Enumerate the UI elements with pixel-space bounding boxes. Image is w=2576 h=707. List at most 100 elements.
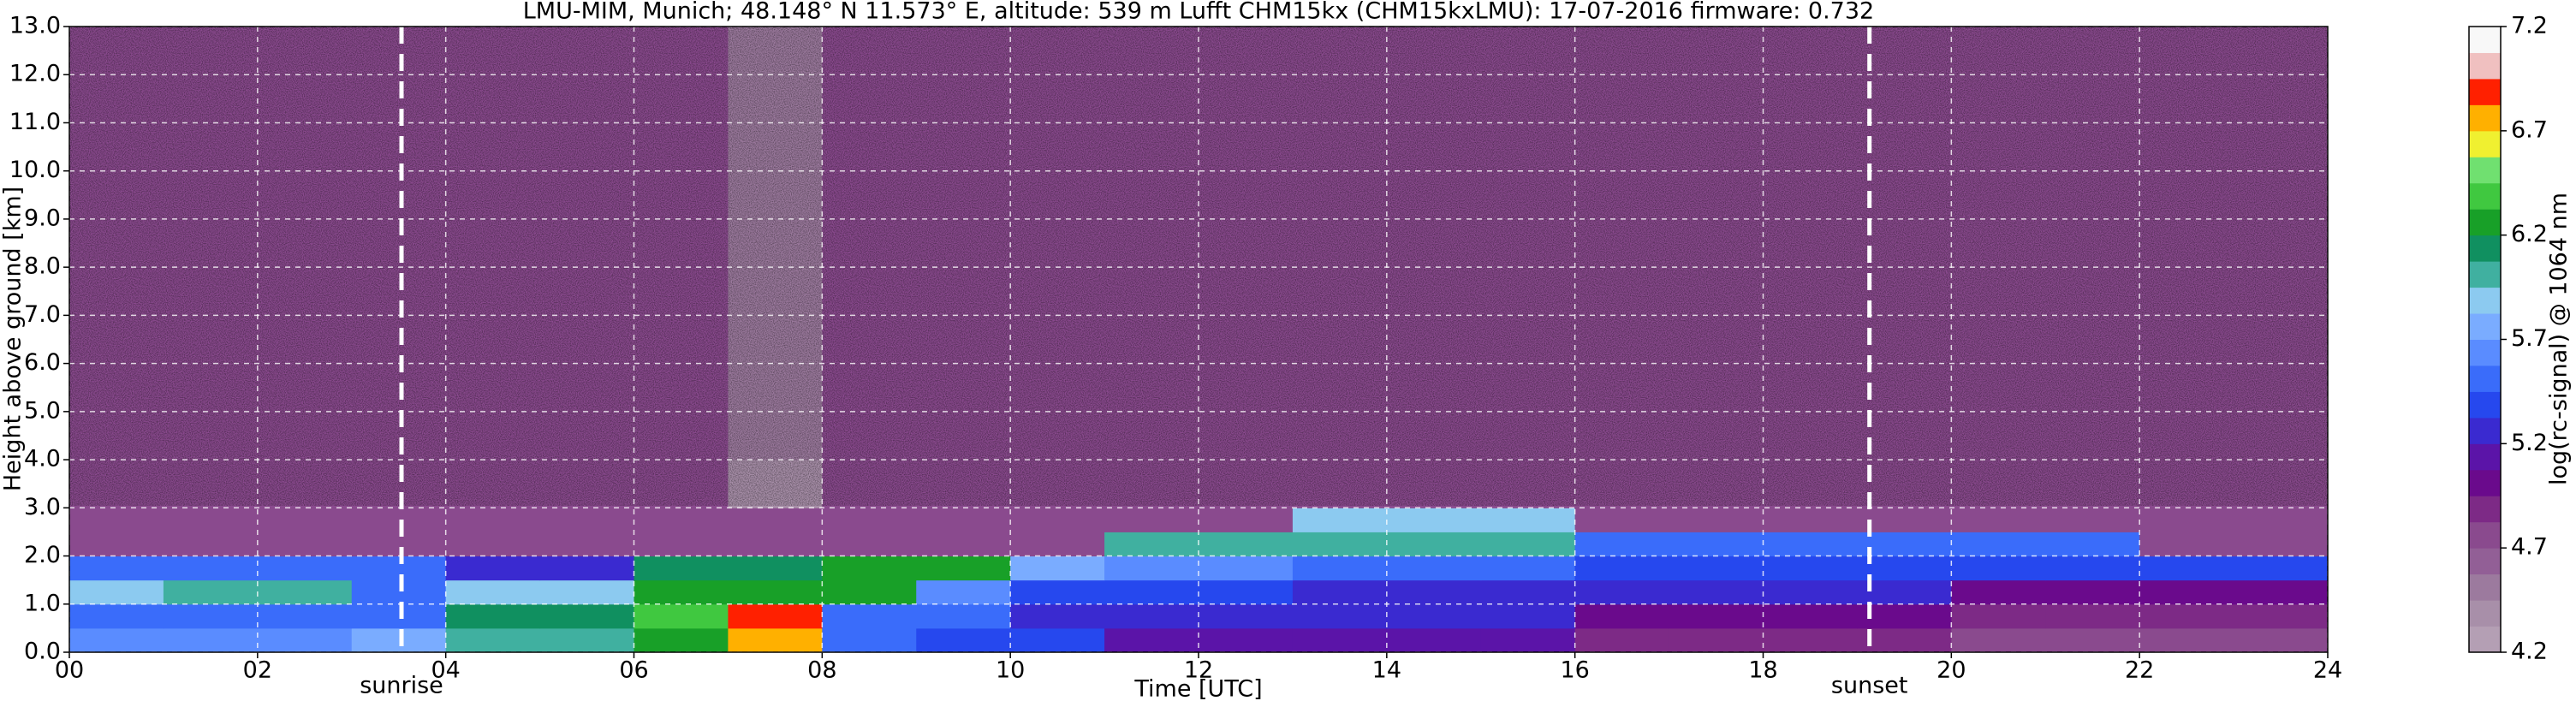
- heatmap-cell: [1763, 556, 1858, 581]
- colorbar-swatch: [2469, 182, 2501, 210]
- y-tick-label: 12.0: [9, 61, 61, 87]
- heatmap-cell: [1669, 603, 1764, 629]
- heatmap-cell: [916, 603, 1011, 629]
- heatmap-cell: [2045, 603, 2140, 629]
- heatmap-cell: [2139, 603, 2234, 629]
- heatmap-cell: [351, 532, 447, 557]
- colorbar-tick-label: 5.2: [2511, 430, 2548, 456]
- heatmap-cell: [1010, 603, 1105, 629]
- heatmap-cell: [69, 603, 164, 629]
- x-tick-label: 02: [243, 657, 272, 684]
- heatmap-cell: [1292, 508, 1388, 532]
- plot-frame: [68, 26, 2329, 653]
- heatmap-cell: [1386, 556, 1482, 581]
- colorbar-swatch: [2469, 548, 2501, 575]
- colorbar-tick-label: 6.7: [2511, 116, 2548, 143]
- y-tick-label: 6.0: [24, 349, 61, 376]
- x-axis-label: Time [UTC]: [1133, 676, 1262, 703]
- heatmap-cell: [822, 508, 917, 532]
- heatmap-cell: [539, 579, 634, 605]
- y-axis-label: Height above ground [km]: [0, 187, 27, 491]
- heatmap-cell: [1480, 508, 1576, 532]
- colorbar-swatch: [2469, 209, 2501, 236]
- heatmap-cell: [351, 627, 447, 652]
- heatmap-cell: [257, 532, 353, 557]
- heatmap-cell: [1010, 508, 1105, 532]
- heatmap-cell: [445, 532, 541, 557]
- heatmap-cell: [1292, 556, 1388, 581]
- heatmap-cell: [1104, 508, 1199, 532]
- heatmap-cell: [445, 508, 541, 532]
- heatmap-cell: [351, 579, 447, 605]
- heatmap-cell: [1199, 556, 1294, 581]
- y-tick-label: 11.0: [9, 109, 61, 135]
- heatmap-cell: [1857, 508, 1952, 532]
- colorbar-tick-label: 7.2: [2511, 13, 2548, 39]
- heatmap-cell: [2139, 508, 2234, 532]
- heatmap-cell: [445, 556, 541, 581]
- heatmap-cell: [1104, 603, 1199, 629]
- colorbar-swatch: [2469, 469, 2501, 496]
- heatmap-cell: [728, 627, 823, 652]
- heatmap-cell: [822, 532, 917, 557]
- heatmap-cell: [1669, 579, 1764, 605]
- heatmap-cell: [2045, 627, 2140, 652]
- heatmap-cell: [1669, 627, 1764, 652]
- heatmap-cell: [1857, 579, 1952, 605]
- heatmap-cell: [1292, 532, 1388, 557]
- colorbar-swatch: [2469, 261, 2501, 288]
- heatmap-cell: [1199, 579, 1294, 605]
- heatmap-cell: [1574, 508, 1670, 532]
- x-tick-label: 16: [1560, 657, 1589, 684]
- heatmap-cell: [539, 603, 634, 629]
- y-tick-label: 7.0: [24, 301, 61, 328]
- heatmap-cell: [69, 579, 164, 605]
- heatmap-cell: [1386, 508, 1482, 532]
- heatmap-cell: [822, 556, 917, 581]
- heatmap-cell: [163, 603, 259, 629]
- heatmap-cell: [728, 532, 823, 557]
- heatmap-cell: [1386, 603, 1482, 629]
- colorbar-swatch: [2469, 52, 2501, 80]
- colorbar-tick-label: 6.2: [2511, 221, 2548, 247]
- x-tick-label: 04: [431, 657, 460, 684]
- heatmap-cell: [351, 603, 447, 629]
- annotation-label: sunset: [1831, 673, 1908, 699]
- colorbar-tick-label: 4.2: [2511, 639, 2548, 665]
- heatmap-cell: [1669, 508, 1764, 532]
- heatmap-cell: [1763, 603, 1858, 629]
- heatmap-cell: [1104, 627, 1199, 652]
- heatmap-cell: [1951, 556, 2046, 581]
- x-tick-label: 20: [1936, 657, 1966, 684]
- heatmap-cell: [634, 579, 729, 605]
- heatmap-cell: [822, 579, 917, 605]
- heatmap-cell: [163, 508, 259, 532]
- heatmap-cell: [445, 627, 541, 652]
- heatmap-cell: [1763, 579, 1858, 605]
- colorbar-swatch: [2469, 78, 2501, 105]
- heatmap-cell: [1010, 532, 1105, 557]
- x-tick-label: 18: [1748, 657, 1777, 684]
- x-tick-label: 10: [996, 657, 1025, 684]
- heatmap-cell: [1574, 532, 1670, 557]
- heatmap-cell: [1104, 532, 1199, 557]
- colorbar-swatch: [2469, 600, 2501, 627]
- heatmap-cell: [1857, 532, 1952, 557]
- heatmap-cell: [2139, 627, 2234, 652]
- colorbar-swatch: [2469, 339, 2501, 366]
- heatmap-cell: [916, 532, 1011, 557]
- heatmap-cell: [1480, 603, 1576, 629]
- heatmap-cell: [257, 508, 353, 532]
- heatmap-cell: [634, 627, 729, 652]
- heatmap-cell: [2234, 508, 2328, 532]
- colorbar-label: log(rc-signal) @ 1064 nm: [2546, 193, 2573, 485]
- heatmap-cell: [351, 508, 447, 532]
- colorbar-swatch: [2469, 391, 2501, 419]
- heatmap-cell: [916, 556, 1011, 581]
- heatmap-cell: [257, 556, 353, 581]
- heatmap-cell: [1669, 556, 1764, 581]
- heatmap-cell: [1480, 532, 1576, 557]
- heatmap-cell: [2045, 579, 2140, 605]
- colorbar-swatch: [2469, 365, 2501, 392]
- heatmap-cell: [2234, 603, 2328, 629]
